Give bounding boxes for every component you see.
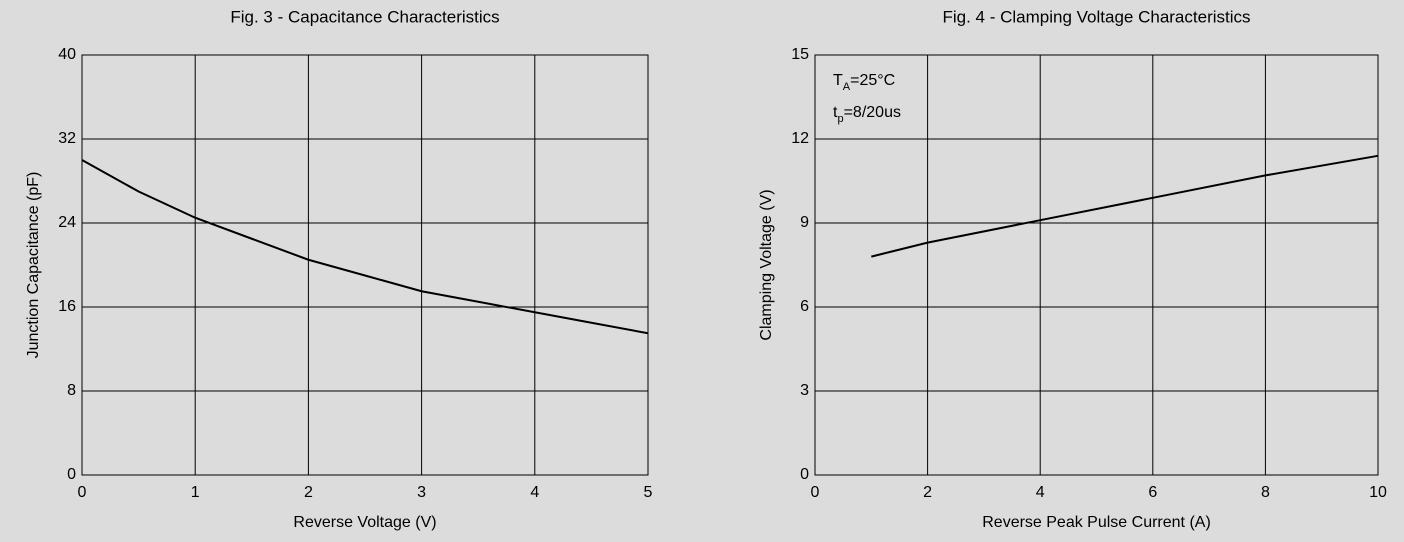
y-tick-label: 3	[800, 382, 809, 399]
annotation: TA=25°C	[833, 72, 895, 93]
data-line	[871, 154, 1379, 258]
x-tick-label: 3	[417, 484, 426, 501]
y-tick-label: 6	[800, 298, 809, 315]
x-tick-label: 4	[530, 484, 539, 501]
y-tick-label: 9	[800, 214, 809, 231]
x-tick-label: 0	[78, 484, 87, 501]
y-tick-label: 16	[58, 298, 76, 315]
x-tick-label: 5	[644, 484, 653, 501]
x-tick-label: 6	[1148, 484, 1157, 501]
x-tick-label: 2	[304, 484, 313, 501]
annotation-main: t	[833, 104, 838, 121]
annotation-sub: A	[843, 81, 851, 93]
chart-title: Fig. 3 - Capacitance Characteristics	[230, 7, 499, 26]
x-tick-label: 2	[923, 484, 932, 501]
y-tick-label: 8	[67, 382, 76, 399]
annotation-main: T	[833, 72, 843, 89]
x-tick-label: 8	[1261, 484, 1270, 501]
y-axis-label: Clamping Voltage (V)	[758, 189, 775, 340]
y-tick-label: 12	[791, 130, 809, 147]
plot-area	[81, 54, 649, 476]
x-tick-label: 4	[1036, 484, 1045, 501]
y-tick-label: 0	[67, 466, 76, 483]
annotation: tp=8/20us	[833, 104, 901, 125]
x-tick-label: 10	[1369, 484, 1387, 501]
x-tick-label: 1	[191, 484, 200, 501]
y-axis-label: Junction Capacitance (pF)	[25, 172, 42, 359]
y-tick-label: 24	[58, 214, 76, 231]
annotation-rest: =25°C	[850, 72, 895, 89]
data-line	[81, 159, 649, 335]
chart-title: Fig. 4 - Clamping Voltage Characteristic…	[942, 7, 1250, 26]
y-tick-label: 32	[58, 130, 76, 147]
x-tick-label: 0	[811, 484, 820, 501]
x-axis-label: Reverse Voltage (V)	[293, 514, 436, 531]
x-axis-label: Reverse Peak Pulse Current (A)	[982, 514, 1211, 531]
y-tick-label: 15	[791, 46, 809, 63]
y-tick-label: 0	[800, 466, 809, 483]
annotation-rest: =8/20us	[844, 104, 901, 121]
annotation-sub: p	[837, 113, 843, 125]
y-tick-label: 40	[58, 46, 76, 63]
